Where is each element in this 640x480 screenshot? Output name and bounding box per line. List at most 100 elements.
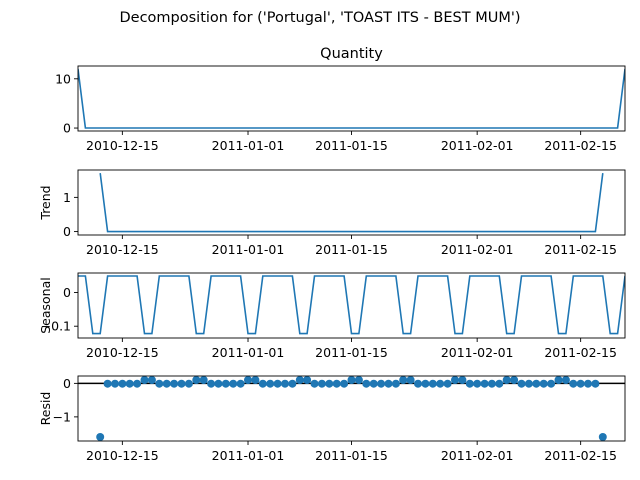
resid-point	[214, 379, 223, 388]
x-tick-label: 2010-12-15	[86, 242, 159, 257]
subplot-quantity: Quantity 0 10 2010-12-15 2011-01-01 2011-01-1…	[55, 46, 626, 153]
x-tick-label: 2011-01-01	[212, 345, 285, 360]
resid-point	[391, 379, 400, 388]
resid-point	[532, 379, 541, 388]
x-tick-label: 2011-02-15	[544, 242, 617, 257]
x-tick-label: 2011-02-15	[544, 138, 617, 153]
x-tick-label: 2011-02-01	[441, 448, 514, 463]
resid-point	[436, 379, 445, 388]
resid-point	[598, 433, 607, 441]
x-tick-label: 2011-02-15	[544, 345, 617, 360]
resid-point	[539, 379, 548, 388]
resid-point	[354, 376, 363, 384]
resid-point	[569, 379, 578, 388]
resid-point	[561, 376, 570, 384]
subplot-resid: Resid 0 −1 2010-12-15 2011-01-01 2011-01-15 20…	[38, 375, 626, 463]
subplot-title: Quantity	[320, 46, 383, 62]
y-tick-label: 0	[63, 376, 71, 391]
plot-area	[99, 172, 604, 233]
resid-point	[325, 379, 334, 388]
x-tick-label: 2011-02-01	[441, 242, 514, 257]
x-tick-label: 2011-01-15	[315, 345, 388, 360]
series-line	[99, 172, 604, 233]
resid-point	[125, 379, 134, 388]
resid-point	[406, 376, 415, 384]
resid-point	[236, 379, 245, 388]
resid-point	[118, 379, 127, 388]
resid-point	[199, 376, 208, 384]
resid-point	[170, 379, 179, 388]
resid-point	[184, 379, 193, 388]
resid-point	[332, 379, 341, 388]
resid-point	[414, 379, 422, 388]
plot-area	[78, 376, 625, 441]
resid-point	[576, 379, 585, 388]
resid-point	[192, 376, 201, 384]
x-tick-label: 2011-01-15	[315, 242, 388, 257]
resid-point	[399, 376, 408, 384]
resid-point	[480, 379, 489, 388]
resid-point	[554, 376, 563, 384]
x-tick-label: 2011-02-01	[441, 138, 514, 153]
resid-point	[347, 376, 356, 384]
resid-point	[487, 379, 496, 388]
resid-point	[384, 379, 393, 388]
resid-point	[465, 379, 474, 388]
resid-point	[111, 379, 119, 388]
resid-point	[584, 379, 592, 388]
x-tick-label: 2011-02-01	[441, 345, 514, 360]
x-tick-label: 2011-01-15	[315, 138, 388, 153]
resid-point	[147, 376, 156, 384]
plot-area	[78, 68, 625, 129]
y-axis-label: Resid	[38, 392, 53, 426]
axes-frame	[77, 169, 626, 236]
resid-point	[517, 379, 526, 388]
resid-point	[310, 379, 319, 388]
x-tick-label: 2010-12-15	[86, 345, 159, 360]
resid-point	[473, 379, 482, 388]
axes-frame	[77, 65, 626, 132]
plot-area	[78, 275, 625, 335]
resid-point	[451, 376, 459, 384]
resid-point	[458, 376, 467, 384]
resid-point	[340, 379, 349, 388]
resid-point	[103, 379, 112, 388]
y-tick-label: −0.1	[41, 319, 71, 334]
resid-point	[591, 379, 600, 388]
resid-point	[369, 379, 378, 388]
resid-point	[421, 379, 430, 388]
x-tick-label: 2011-02-15	[544, 448, 617, 463]
y-axis-label: Seasonal	[38, 277, 53, 334]
resid-point	[502, 376, 511, 384]
x-tick-label: 2010-12-15	[86, 448, 159, 463]
resid-point	[317, 379, 326, 388]
resid-point	[177, 379, 186, 388]
y-tick-label: 10	[55, 71, 71, 86]
resid-point	[524, 379, 533, 388]
x-tick-label: 2011-01-01	[212, 448, 285, 463]
x-tick-label: 2011-01-01	[212, 242, 285, 257]
resid-point	[443, 379, 452, 388]
y-tick-label: 1	[63, 190, 71, 205]
series-line	[78, 68, 625, 129]
resid-point	[547, 379, 556, 388]
x-tick-label: 2010-12-15	[86, 138, 159, 153]
resid-point	[510, 376, 519, 384]
resid-point	[266, 379, 275, 388]
x-tick-label: 2011-01-01	[212, 138, 285, 153]
series-line	[78, 275, 625, 335]
resid-point	[258, 379, 267, 388]
figure-suptitle: Decomposition for ('Portugal', 'TOAST IT…	[120, 10, 521, 26]
resid-point	[362, 379, 371, 388]
y-axis-label: Trend	[38, 185, 53, 220]
resid-point	[288, 379, 297, 388]
resid-point	[162, 379, 171, 388]
resid-point	[428, 379, 437, 388]
resid-point	[140, 376, 149, 384]
resid-point	[273, 379, 282, 388]
y-tick-label: 0	[63, 285, 71, 300]
resid-point	[495, 379, 504, 388]
x-tick-label: 2011-01-15	[315, 448, 388, 463]
